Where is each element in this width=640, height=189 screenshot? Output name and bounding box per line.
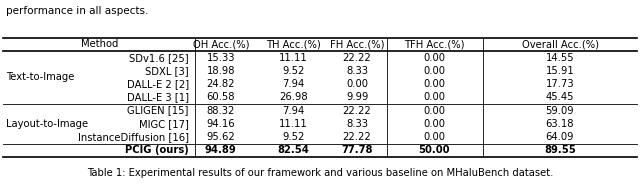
- Text: 9.52: 9.52: [282, 132, 304, 142]
- Text: SDXL [3]: SDXL [3]: [145, 66, 189, 76]
- Text: 15.33: 15.33: [207, 53, 235, 63]
- Text: 11.11: 11.11: [279, 53, 307, 63]
- Text: 8.33: 8.33: [346, 66, 368, 76]
- Text: 18.98: 18.98: [207, 66, 235, 76]
- Text: TFH Acc.(%): TFH Acc.(%): [404, 40, 464, 49]
- Text: performance in all aspects.: performance in all aspects.: [6, 6, 148, 16]
- Text: 15.91: 15.91: [546, 66, 574, 76]
- Text: 94.89: 94.89: [205, 145, 237, 155]
- Text: 50.00: 50.00: [418, 145, 450, 155]
- Text: 95.62: 95.62: [207, 132, 235, 142]
- Text: Layout-to-Image: Layout-to-Image: [6, 119, 88, 129]
- Text: DALL-E 2 [2]: DALL-E 2 [2]: [127, 79, 189, 89]
- Text: 22.22: 22.22: [343, 132, 371, 142]
- Text: InstanceDiffusion [16]: InstanceDiffusion [16]: [78, 132, 189, 142]
- Text: 45.45: 45.45: [546, 92, 574, 102]
- Text: FH Acc.(%): FH Acc.(%): [330, 40, 385, 49]
- Text: 94.16: 94.16: [207, 119, 235, 129]
- Text: 9.52: 9.52: [282, 66, 304, 76]
- Text: 7.94: 7.94: [282, 106, 304, 115]
- Text: 60.58: 60.58: [207, 92, 235, 102]
- Text: 26.98: 26.98: [279, 92, 307, 102]
- Text: 0.00: 0.00: [423, 92, 445, 102]
- Text: 22.22: 22.22: [343, 53, 371, 63]
- Text: PCIG (ours): PCIG (ours): [125, 145, 189, 155]
- Text: Text-to-Image: Text-to-Image: [6, 73, 74, 82]
- Text: 11.11: 11.11: [279, 119, 307, 129]
- Text: 77.78: 77.78: [341, 145, 373, 155]
- Text: Method: Method: [81, 40, 118, 49]
- Text: 64.09: 64.09: [546, 132, 574, 142]
- Text: 17.73: 17.73: [546, 79, 574, 89]
- Text: SDv1.6 [25]: SDv1.6 [25]: [129, 53, 189, 63]
- Text: 7.94: 7.94: [282, 79, 304, 89]
- Text: TH Acc.(%): TH Acc.(%): [266, 40, 321, 49]
- Text: 0.00: 0.00: [423, 66, 445, 76]
- Text: 82.54: 82.54: [277, 145, 309, 155]
- Text: 0.00: 0.00: [423, 132, 445, 142]
- Text: 0.00: 0.00: [423, 119, 445, 129]
- Text: 8.33: 8.33: [346, 119, 368, 129]
- Text: 14.55: 14.55: [546, 53, 574, 63]
- Text: DALL-E 3 [1]: DALL-E 3 [1]: [127, 92, 189, 102]
- Text: 63.18: 63.18: [546, 119, 574, 129]
- Text: OH Acc.(%): OH Acc.(%): [193, 40, 249, 49]
- Text: 88.32: 88.32: [207, 106, 235, 115]
- Text: 0.00: 0.00: [346, 79, 368, 89]
- Text: 59.09: 59.09: [546, 106, 574, 115]
- Text: MIGC [17]: MIGC [17]: [139, 119, 189, 129]
- Text: 89.55: 89.55: [544, 145, 576, 155]
- Text: 22.22: 22.22: [343, 106, 371, 115]
- Text: GLIGEN [15]: GLIGEN [15]: [127, 106, 189, 115]
- Text: 24.82: 24.82: [207, 79, 235, 89]
- Text: 9.99: 9.99: [346, 92, 368, 102]
- Text: Table 1: Experimental results of our framework and various baseline on MHaluBenc: Table 1: Experimental results of our fra…: [87, 168, 553, 178]
- Text: Overall Acc.(%): Overall Acc.(%): [522, 40, 598, 49]
- Text: 0.00: 0.00: [423, 79, 445, 89]
- Text: 0.00: 0.00: [423, 53, 445, 63]
- Text: 0.00: 0.00: [423, 106, 445, 115]
